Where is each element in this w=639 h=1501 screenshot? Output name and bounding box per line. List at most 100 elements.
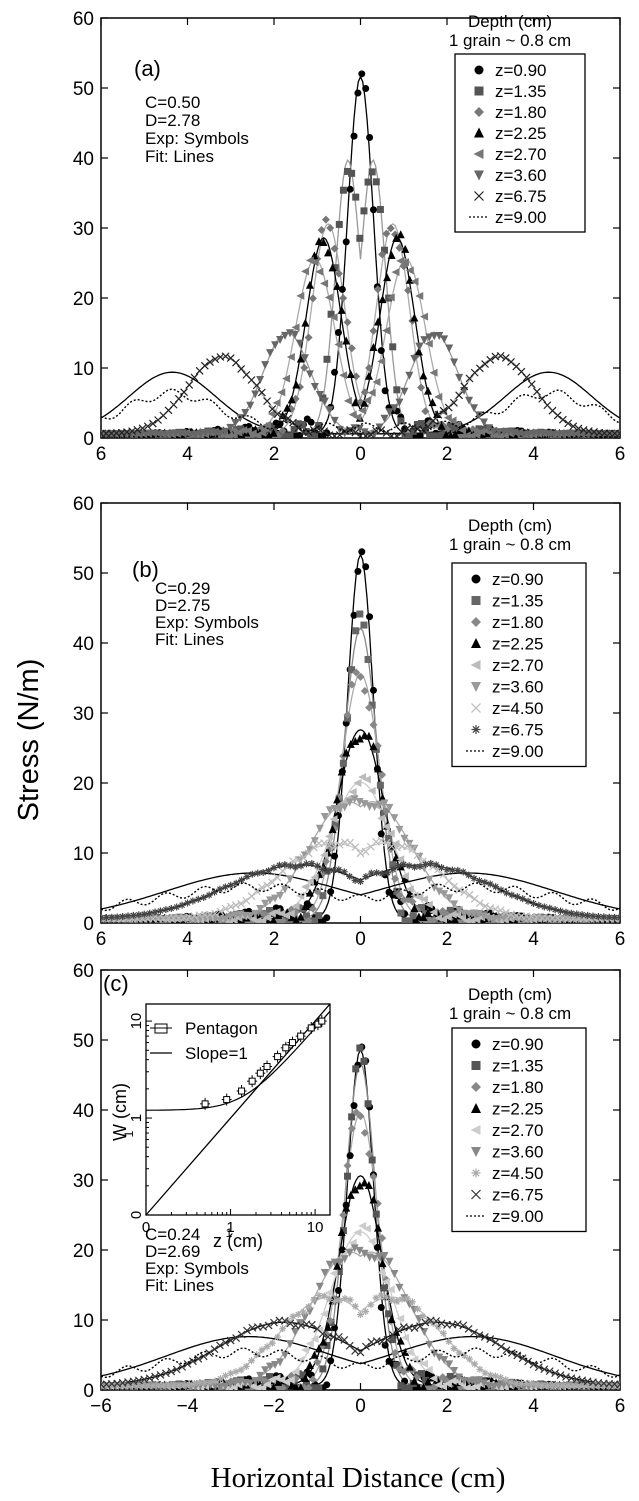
- data-point: [313, 887, 322, 896]
- x-tick-label: 6: [615, 444, 626, 465]
- x-tick-label: 4: [182, 444, 193, 465]
- data-point: [309, 843, 318, 852]
- data-point: [286, 353, 295, 362]
- data-point: [443, 425, 451, 434]
- data-point: [302, 428, 310, 436]
- data-point: [364, 655, 372, 663]
- data-point: [501, 908, 510, 917]
- data-point: [167, 905, 175, 913]
- data-point: [261, 1366, 270, 1375]
- x-tick-label: −2: [263, 1396, 285, 1417]
- data-point: [401, 1384, 409, 1390]
- data-point: [342, 238, 350, 246]
- data-point: [419, 371, 428, 380]
- data-point: [200, 894, 208, 902]
- data-point: [400, 1333, 409, 1342]
- data-point: [356, 1044, 364, 1052]
- inset-data-point: [318, 1017, 326, 1025]
- data-point: [374, 764, 383, 773]
- data-point: [237, 1330, 246, 1339]
- data-point: [355, 1181, 364, 1190]
- data-point: [222, 1372, 230, 1380]
- data-point: [301, 267, 310, 276]
- data-point: [417, 383, 426, 392]
- data-point: [370, 1254, 379, 1263]
- data-point: [261, 361, 270, 370]
- data-point: [475, 425, 483, 433]
- data-point: [553, 411, 562, 420]
- data-point: [573, 910, 581, 918]
- data-point: [300, 363, 309, 372]
- y-tick-label: 30: [73, 219, 94, 240]
- data-point: [494, 1382, 503, 1390]
- data-point: [410, 844, 419, 853]
- data-point: [524, 430, 533, 438]
- data-point: [328, 825, 337, 834]
- y-tick-label: 30: [73, 704, 94, 725]
- series-z=1.80: [101, 215, 620, 438]
- data-point: [273, 873, 282, 882]
- data-point: [383, 273, 392, 282]
- data-point: [422, 1376, 430, 1384]
- data-point: [418, 425, 427, 434]
- data-point: [330, 244, 339, 253]
- legend-marker: [470, 660, 481, 670]
- data-point: [360, 207, 368, 215]
- legend-entry: z=4.50: [492, 1164, 544, 1183]
- data-point: [480, 1332, 489, 1341]
- data-point: [533, 1381, 541, 1389]
- data-point: [350, 795, 359, 804]
- data-point: [286, 875, 295, 884]
- data-point: [364, 731, 373, 740]
- data-point: [421, 860, 429, 868]
- data-point: [369, 720, 378, 729]
- data-point: [455, 373, 464, 382]
- data-point: [450, 900, 459, 909]
- data-point: [239, 426, 248, 435]
- data-point: [248, 1357, 256, 1365]
- series-z=9.00: [101, 882, 620, 912]
- data-point: [221, 883, 229, 891]
- data-point: [450, 425, 458, 433]
- data-point: [435, 887, 444, 896]
- data-point: [324, 867, 332, 875]
- data-point: [107, 1382, 115, 1390]
- data-point: [380, 414, 389, 423]
- data-point: [277, 388, 286, 397]
- data-point: [376, 781, 384, 789]
- data-point: [216, 885, 224, 893]
- data-point: [102, 1382, 110, 1390]
- data-point: [313, 1358, 322, 1367]
- data-point: [351, 876, 359, 884]
- data-point: [408, 845, 417, 854]
- data-point: [304, 333, 313, 342]
- data-point: [185, 1381, 193, 1389]
- legend-entry: z=3.60: [492, 1143, 544, 1162]
- legend-box: [454, 53, 586, 233]
- legend-entry: z=9.00: [492, 1207, 544, 1226]
- legend-entry: z=0.90: [492, 1035, 544, 1054]
- data-point: [129, 911, 137, 919]
- data-point: [308, 859, 316, 867]
- data-point: [360, 1178, 369, 1187]
- legend-entry: z=2.25: [492, 635, 544, 654]
- data-point: [616, 1380, 620, 1389]
- data-point: [273, 410, 282, 419]
- data-point: [416, 432, 424, 438]
- data-point: [489, 915, 498, 923]
- data-point: [263, 1380, 272, 1389]
- data-point: [357, 1311, 364, 1319]
- data-point: [420, 1359, 429, 1368]
- data-point: [307, 432, 315, 438]
- fit-line-z=2.70: [101, 258, 620, 435]
- data-point: [475, 877, 483, 885]
- data-point: [331, 1298, 339, 1306]
- data-point: [299, 1308, 307, 1316]
- data-point: [241, 408, 250, 417]
- data-point: [334, 1332, 343, 1341]
- data-point: [194, 895, 202, 903]
- y-tick-label: 30: [73, 1171, 94, 1192]
- data-point: [320, 851, 329, 860]
- data-point: [419, 913, 428, 922]
- data-point: [287, 1381, 296, 1390]
